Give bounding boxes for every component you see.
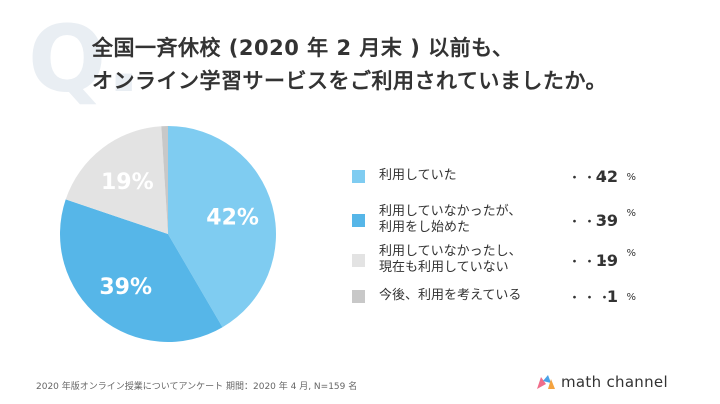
pie-slice-label: 19% [101, 170, 154, 195]
survey-footnote: 2020 年版オンライン授業についてアンケート 期間：2020 年 4 月, N… [36, 382, 358, 392]
legend-value: 19 [595, 250, 618, 270]
legend-swatch [352, 169, 365, 183]
legend-swatch [352, 253, 365, 267]
legend-label: 利用していなかったが、 利用をし始めた [379, 204, 522, 235]
legend-swatch [352, 289, 365, 303]
pie-slice [168, 126, 276, 328]
math-channel-m-icon [537, 375, 555, 389]
brand-name: math channel [561, 373, 668, 391]
legend-item-not-used: 利用していなかったし、 現在も利用していない ・・・ 19 % [352, 244, 652, 276]
legend-value: 42 [595, 166, 618, 186]
question-line-2: オンライン学習サービスをご利用されていましたか。 [92, 69, 607, 93]
legend-label: 今後、利用を考えている [379, 288, 522, 303]
legend-item-used: 利用していた ・・・ 42 % [352, 166, 652, 186]
pie-slice-label: 39% [99, 275, 152, 300]
pie-chart: 42% 39% 19% [59, 126, 276, 342]
legend-dots: ・・・ [568, 290, 614, 306]
pie-slice-label: 42% [206, 206, 259, 231]
legend-label: 利用していなかったし、 現在も利用していない [379, 244, 522, 275]
legend-unit: % [626, 208, 636, 219]
legend-swatch [352, 213, 365, 227]
question-line-1: 全国一斉休校 (2020 年 2 月末 ) 以前も、 [92, 36, 514, 60]
legend-dots: ・・・ [568, 170, 614, 186]
legend-unit: % [626, 248, 636, 259]
legend-unit: % [626, 172, 636, 183]
question-mark-decoration: Q. [28, 6, 142, 113]
question-text: 全国一斉休校 (2020 年 2 月末 ) 以前も、 オンライン学習サービスをご… [92, 32, 607, 98]
legend-item-started: 利用していなかったが、 利用をし始めた ・・・ 39 % [352, 204, 652, 236]
legend-value: 39 [595, 210, 618, 230]
legend-unit: % [626, 292, 636, 303]
legend-dots: ・・・ [568, 214, 614, 230]
pie-slice [161, 126, 168, 234]
brand-logo: math channel [536, 373, 668, 391]
pie-slice [59, 199, 223, 342]
legend-dots: ・・・ [568, 254, 614, 270]
legend-value: 1 [606, 286, 618, 306]
pie-slice [65, 126, 168, 234]
legend-item-considering: 今後、利用を考えている ・・・ 1 % [352, 286, 652, 306]
legend-label: 利用していた [379, 168, 457, 183]
